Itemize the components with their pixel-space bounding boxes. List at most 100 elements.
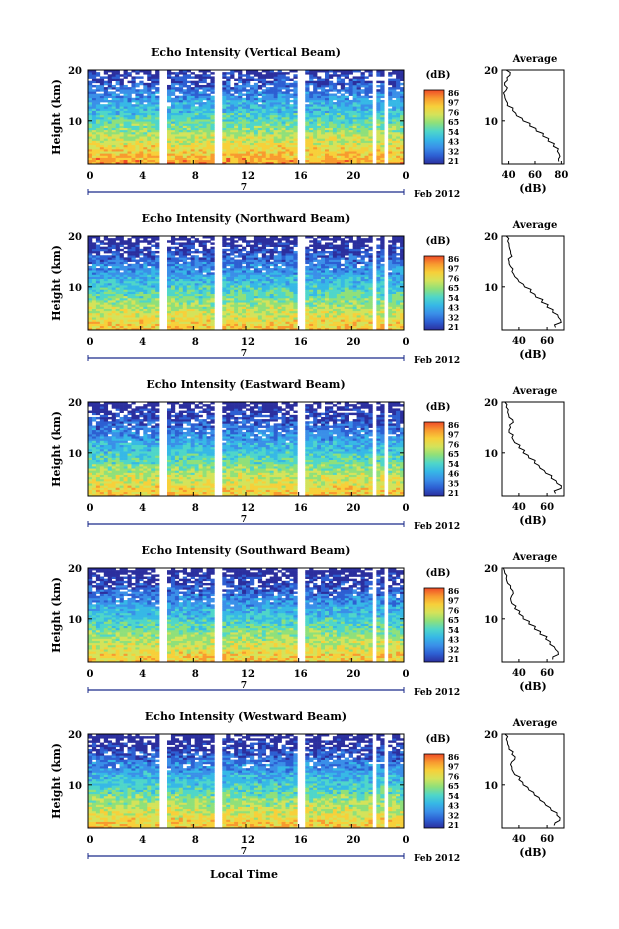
panel-title: Echo Intensity (Northward Beam) xyxy=(142,212,351,225)
colorbar-tick-label: 54 xyxy=(448,791,460,801)
y-axis-label: Height (km) xyxy=(50,743,63,819)
colorbar-tick-label: 43 xyxy=(448,801,460,811)
x-tick-label: 16 xyxy=(294,337,308,348)
x-tick-label: 20 xyxy=(346,835,360,846)
colorbar-tick-label: 43 xyxy=(448,137,460,147)
colorbar-tick-label: 35 xyxy=(448,478,459,488)
heatmap-cells xyxy=(88,70,405,165)
y-tick-label: 20 xyxy=(68,66,82,77)
x-tick-label: 16 xyxy=(294,503,308,514)
x-tick-label: 0 xyxy=(87,835,94,846)
profile-xlabel: (dB) xyxy=(519,182,546,195)
profile-y-tick-label: 10 xyxy=(484,117,498,128)
x-tick-label: 20 xyxy=(346,503,360,514)
date-label: Feb 2012 xyxy=(414,688,460,698)
panel-2: Echo Intensity (Eastward Beam) Height (km… xyxy=(50,378,565,532)
profile-xlabel: (dB) xyxy=(519,514,546,527)
colorbar-tick-label: 65 xyxy=(448,449,459,459)
profile-x-tick-label: 40 xyxy=(502,170,516,181)
heatmap-cells xyxy=(88,568,405,663)
profile-line xyxy=(502,567,559,660)
x-tick-label: 8 xyxy=(192,835,199,846)
panel-4: Echo Intensity (Westward Beam) Height (km… xyxy=(50,710,565,864)
colorbar-tick-label: 32 xyxy=(448,312,459,322)
x-tick-label: 0 xyxy=(403,171,410,182)
x-tick-label: 16 xyxy=(294,669,308,680)
colorbar xyxy=(423,89,445,165)
x-tick-label: 0 xyxy=(403,337,410,348)
profile-x-tick-label: 60 xyxy=(540,834,554,845)
profile-x-tick-label: 60 xyxy=(540,336,554,347)
profile-y-tick-label: 20 xyxy=(484,232,498,243)
colorbar-tick-label: 54 xyxy=(448,625,460,635)
x-tick-label: 0 xyxy=(403,835,410,846)
date-day-label: 7 xyxy=(241,515,247,525)
profile-title: Average xyxy=(512,552,558,563)
panel-title: Echo Intensity (Vertical Beam) xyxy=(151,46,341,59)
x-axis-label: Local Time xyxy=(210,868,278,881)
colorbar-tick-label: 21 xyxy=(448,322,459,332)
colorbar xyxy=(423,421,445,497)
colorbar-unit: (dB) xyxy=(426,734,451,745)
profile-x-tick-label: 60 xyxy=(528,170,542,181)
x-tick-label: 4 xyxy=(139,171,146,182)
colorbar-tick-label: 54 xyxy=(448,293,460,303)
x-tick-label: 8 xyxy=(192,171,199,182)
x-tick-label: 12 xyxy=(241,503,255,514)
y-tick-label: 20 xyxy=(68,232,82,243)
colorbar-tick-label: 86 xyxy=(448,752,460,762)
y-axis-label: Height (km) xyxy=(50,79,63,155)
colorbar-unit: (dB) xyxy=(426,236,451,247)
colorbar-tick-label: 86 xyxy=(448,88,460,98)
profile-xlabel: (dB) xyxy=(519,846,546,859)
colorbar-tick-label: 21 xyxy=(448,654,459,664)
colorbar-tick-label: 46 xyxy=(448,469,460,479)
x-tick-label: 0 xyxy=(87,337,94,348)
colorbar-tick-label: 76 xyxy=(448,273,460,283)
profile-x-tick-label: 60 xyxy=(540,668,554,679)
profile-y-tick-label: 20 xyxy=(484,564,498,575)
profile-xlabel: (dB) xyxy=(519,348,546,361)
y-axis-label: Height (km) xyxy=(50,245,63,321)
colorbar-tick-label: 76 xyxy=(448,107,460,117)
colorbar-unit: (dB) xyxy=(426,402,451,413)
colorbar-tick-label: 65 xyxy=(448,283,459,293)
colorbar xyxy=(423,255,445,331)
profile-title: Average xyxy=(512,54,558,65)
y-tick-label: 20 xyxy=(68,730,82,741)
date-label: Feb 2012 xyxy=(414,522,460,532)
profile-line xyxy=(504,733,561,826)
profile-y-tick-label: 10 xyxy=(484,283,498,294)
y-tick-label: 10 xyxy=(68,283,82,294)
panel-title: Echo Intensity (Westward Beam) xyxy=(145,710,347,723)
profile-frame xyxy=(501,235,565,331)
profile-x-tick-label: 40 xyxy=(512,834,526,845)
x-tick-label: 12 xyxy=(241,337,255,348)
date-label: Feb 2012 xyxy=(414,190,460,200)
profile-frame xyxy=(501,69,565,165)
x-tick-label: 12 xyxy=(241,171,255,182)
profile-y-tick-label: 20 xyxy=(484,730,498,741)
colorbar-unit: (dB) xyxy=(426,70,451,81)
profile-title: Average xyxy=(512,718,558,729)
profile-line xyxy=(502,69,561,162)
colorbar-tick-label: 97 xyxy=(448,430,459,440)
x-tick-label: 12 xyxy=(241,669,255,680)
date-label: Feb 2012 xyxy=(414,854,460,864)
profile-y-tick-label: 10 xyxy=(484,615,498,626)
profile-x-tick-label: 40 xyxy=(512,336,526,347)
profile-frame xyxy=(501,567,565,663)
profile-title: Average xyxy=(512,386,558,397)
colorbar-tick-label: 54 xyxy=(448,459,460,469)
colorbar-tick-label: 76 xyxy=(448,439,460,449)
x-tick-label: 8 xyxy=(192,337,199,348)
x-tick-label: 16 xyxy=(294,171,308,182)
colorbar-tick-label: 76 xyxy=(448,771,460,781)
colorbar-tick-label: 97 xyxy=(448,596,459,606)
x-tick-label: 12 xyxy=(241,835,255,846)
y-axis-label: Height (km) xyxy=(50,577,63,653)
x-tick-label: 0 xyxy=(87,171,94,182)
x-tick-label: 4 xyxy=(139,835,146,846)
